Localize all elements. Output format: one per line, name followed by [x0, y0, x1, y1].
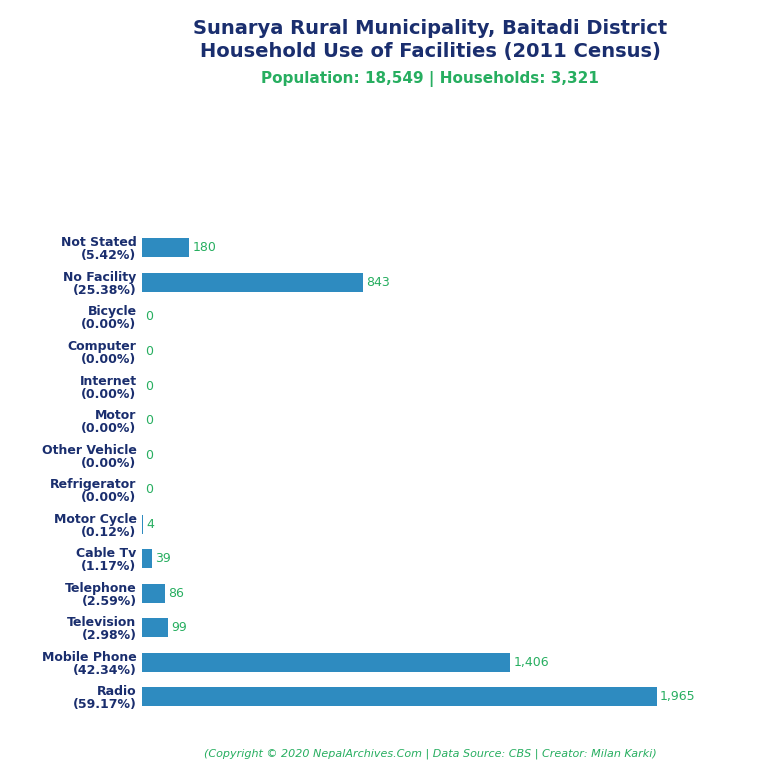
Text: 0: 0 — [145, 379, 154, 392]
Bar — [142, 273, 362, 292]
Bar — [142, 653, 510, 672]
Text: 0: 0 — [145, 414, 154, 427]
Text: (Copyright © 2020 NepalArchives.Com | Data Source: CBS | Creator: Milan Karki): (Copyright © 2020 NepalArchives.Com | Da… — [204, 748, 657, 759]
Bar — [142, 238, 189, 257]
Text: 0: 0 — [145, 483, 154, 496]
Bar — [142, 515, 143, 534]
Bar — [142, 618, 168, 637]
Text: 180: 180 — [192, 241, 217, 254]
Bar — [142, 549, 152, 568]
Text: 86: 86 — [167, 587, 184, 600]
Bar — [142, 687, 657, 707]
Text: 1,406: 1,406 — [513, 656, 549, 669]
Text: Sunarya Rural Municipality, Baitadi District: Sunarya Rural Municipality, Baitadi Dist… — [193, 19, 667, 38]
Text: 39: 39 — [155, 552, 171, 565]
Text: 0: 0 — [145, 449, 154, 462]
Text: 1,965: 1,965 — [660, 690, 695, 703]
Text: 99: 99 — [171, 621, 187, 634]
Bar — [142, 584, 164, 603]
Text: 0: 0 — [145, 310, 154, 323]
Text: 0: 0 — [145, 345, 154, 358]
Text: Household Use of Facilities (2011 Census): Household Use of Facilities (2011 Census… — [200, 42, 660, 61]
Text: Population: 18,549 | Households: 3,321: Population: 18,549 | Households: 3,321 — [261, 71, 599, 87]
Text: 843: 843 — [366, 276, 389, 289]
Text: 4: 4 — [146, 518, 154, 531]
